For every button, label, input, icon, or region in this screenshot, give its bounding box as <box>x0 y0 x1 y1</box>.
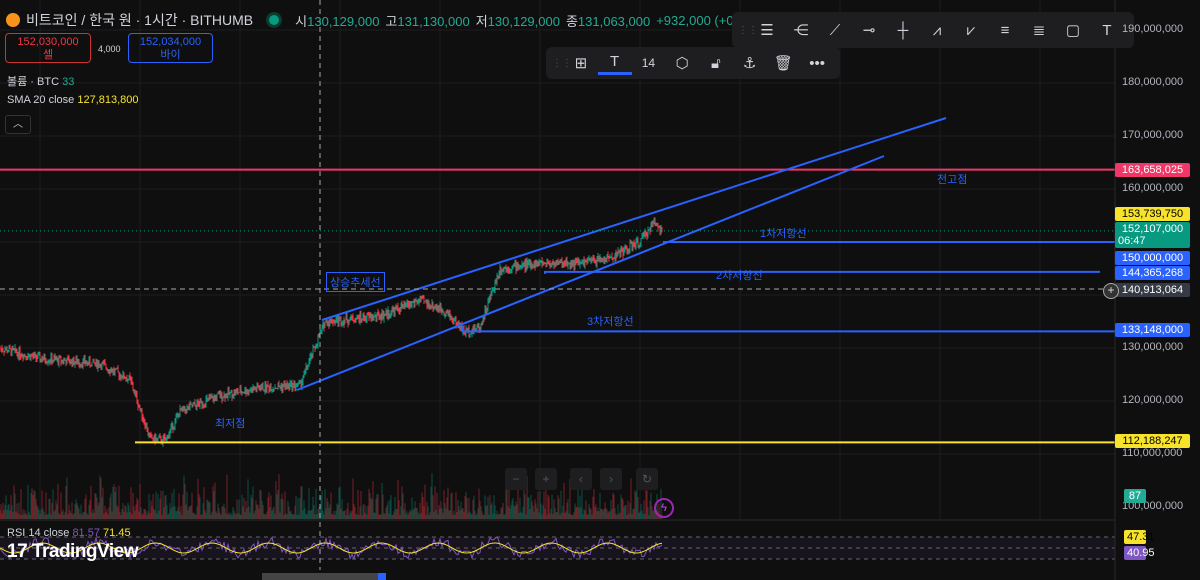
price-axis-tick: 170,000,000 <box>1122 129 1184 141</box>
price-axis-tick: 120,000,000 <box>1122 394 1184 406</box>
elliott-wave-icon[interactable]: ⩗ <box>966 21 976 39</box>
open-value: 130,129,000 <box>307 13 380 29</box>
drag-handle-icon[interactable]: ⋮⋮ <box>552 57 572 69</box>
style-icon[interactable]: ⬡ <box>675 55 689 72</box>
collapse-legend-button[interactable]: ︿ <box>5 115 31 134</box>
scroll-left-button[interactable]: ‹ <box>570 468 592 490</box>
pitchfork-icon[interactable]: ⋲ <box>793 22 809 39</box>
symbol-title[interactable]: 비트코인 / 한국 원 · 1시간 · BITHUMB <box>26 12 254 28</box>
resistance-2-line <box>544 270 1100 274</box>
label-low[interactable]: 최저점 <box>215 418 246 430</box>
price-axis-tick: 180,000,000 <box>1122 76 1184 88</box>
trendline-lower <box>296 155 885 391</box>
price-tag: 133,148,000 <box>1115 323 1190 337</box>
label-resistance-2[interactable]: 2차저항선 <box>716 270 763 282</box>
zoom-out-button[interactable]: − <box>505 468 527 490</box>
label-resistance-3[interactable]: 3차저항선 <box>587 316 634 328</box>
price-tag: 40.95 <box>1124 546 1155 560</box>
trend-line-icon[interactable]: ⟋ <box>829 21 841 39</box>
spread-value: 4,000 <box>98 44 121 54</box>
lock-icon[interactable]: 🔓︎ <box>711 54 721 72</box>
price-tag: 153,739,750 <box>1115 207 1190 221</box>
price-axis-tick: 100,000,000 <box>1122 500 1184 512</box>
zoom-in-button[interactable]: + <box>535 468 557 490</box>
rsi-ma-line <box>0 542 663 554</box>
high-value: 131,130,000 <box>397 13 470 29</box>
add-alert-plus-icon[interactable]: + <box>1103 283 1119 299</box>
rectangle-icon[interactable]: ▢ <box>1065 22 1081 39</box>
price-axis-tick: 110,000,000 <box>1122 447 1183 459</box>
text-style-toolbar: ⋮⋮ ⊞ T 14 ⬡ 🔓︎ ⚓︎ 🗑︎ ••• <box>546 47 840 79</box>
more-icon[interactable]: ••• <box>809 54 825 72</box>
price-tag: 112,188,247 <box>1115 434 1190 448</box>
drawing-toolbar: ⋮⋮ ☰ ⋲ ⟋ ⊸ ┼ ⩘ ⩗ ≡ ≣ ▢ T <box>732 12 1134 48</box>
price-axis-tick: 130,000,000 <box>1122 341 1184 353</box>
rsi-band <box>0 537 1115 559</box>
price-tag: 47.31 <box>1124 530 1155 544</box>
sma-legend[interactable]: SMA 20 close 127,813,800 <box>7 94 139 106</box>
market-status-icon <box>269 15 280 25</box>
buy-button[interactable]: 152,034,000 바이 <box>128 33 213 63</box>
price-tag: 152,107,000 06:47 <box>1115 222 1190 248</box>
price-tag: 87 <box>1124 489 1146 503</box>
tradingview-logo[interactable]: 17 TradingView <box>7 541 139 562</box>
low-value: 130,129,000 <box>487 13 560 29</box>
bitcoin-logo-icon <box>6 13 20 27</box>
template-icon[interactable]: ⊞ <box>574 55 588 72</box>
reset-chart-button[interactable]: ↻ <box>636 468 658 490</box>
label-resistance-1[interactable]: 1차저항선 <box>760 228 807 240</box>
fib-retracement-icon[interactable]: ≡ <box>1000 21 1010 39</box>
label-prev-high[interactable]: 전고점 <box>937 174 968 186</box>
text-icon[interactable]: T <box>1102 21 1112 39</box>
resistance-3-line <box>462 326 1115 333</box>
delete-icon[interactable]: 🗑︎ <box>773 55 793 72</box>
anchor-icon[interactable]: ⚓︎ <box>742 55 757 72</box>
price-tag: 144,365,268 <box>1115 266 1190 280</box>
price-tag: 163,658,025 <box>1115 163 1190 177</box>
time-scrollbar[interactable] <box>262 573 386 580</box>
rsi-legend[interactable]: RSI 14 close 81.57 71.45 <box>7 527 131 539</box>
abcd-pattern-icon[interactable]: ⩘ <box>932 21 942 39</box>
price-axis-tick: 160,000,000 <box>1122 182 1184 194</box>
label-trendline[interactable]: 상승추세선 <box>326 272 385 292</box>
horizontal-ray-icon[interactable]: ⊸ <box>862 22 876 39</box>
close-value: 131,063,000 <box>577 13 651 29</box>
price-tag: 140,913,064 <box>1115 283 1190 297</box>
volume-legend[interactable]: 볼륨 · BTC 33 <box>7 76 75 88</box>
fib-extension-icon[interactable]: ≣ <box>1032 22 1046 39</box>
parallel-channel-icon[interactable]: ☰ <box>760 22 774 39</box>
scroll-right-button[interactable]: › <box>600 468 622 490</box>
symbol-legend: 비트코인 / 한국 원 · 1시간 · BITHUMB 시130,129,000… <box>6 10 768 30</box>
alert-lightning-icon[interactable]: ϟ <box>654 498 674 518</box>
sell-button[interactable]: 152,030,000 셀 <box>5 33 91 63</box>
price-tag: 150,000,000 <box>1115 251 1190 265</box>
crosshair-icon[interactable]: ┼ <box>897 21 909 39</box>
drag-handle-icon[interactable]: ⋮⋮ <box>738 24 758 36</box>
trendline-upper <box>321 117 947 321</box>
font-size-button[interactable]: 14 <box>641 56 656 70</box>
text-color-icon[interactable]: T <box>597 51 632 75</box>
price-axis-tick: 190,000,000 <box>1122 23 1184 35</box>
tradingview-logo-icon: 17 <box>7 541 28 562</box>
